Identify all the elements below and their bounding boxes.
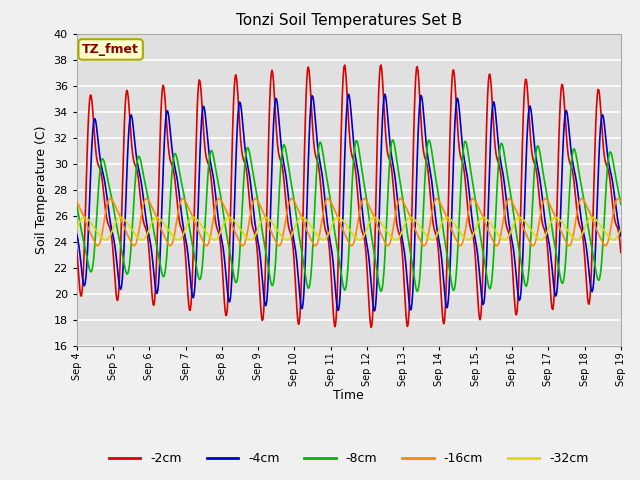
-8cm bbox=[73, 203, 81, 208]
-32cm bbox=[416, 223, 424, 229]
-2cm bbox=[433, 232, 440, 238]
-8cm bbox=[194, 272, 202, 277]
-8cm bbox=[433, 178, 440, 184]
-8cm bbox=[389, 137, 397, 143]
-32cm bbox=[617, 226, 625, 231]
-16cm bbox=[617, 199, 625, 204]
-2cm bbox=[417, 105, 424, 111]
-4cm bbox=[433, 220, 440, 226]
-2cm bbox=[367, 324, 375, 330]
-2cm bbox=[83, 167, 90, 173]
-4cm bbox=[194, 213, 202, 219]
-16cm bbox=[416, 236, 424, 242]
-4cm bbox=[83, 265, 90, 271]
-16cm bbox=[139, 205, 147, 211]
Legend: -2cm, -4cm, -8cm, -16cm, -32cm: -2cm, -4cm, -8cm, -16cm, -32cm bbox=[104, 447, 594, 470]
-8cm bbox=[139, 168, 147, 173]
-8cm bbox=[617, 201, 625, 207]
-16cm bbox=[73, 199, 81, 204]
X-axis label: Time: Time bbox=[333, 389, 364, 402]
Line: -32cm: -32cm bbox=[77, 217, 621, 240]
-4cm bbox=[73, 231, 81, 237]
Line: -8cm: -8cm bbox=[77, 140, 621, 291]
-32cm bbox=[194, 218, 202, 224]
-16cm bbox=[83, 221, 90, 227]
-32cm bbox=[223, 216, 230, 222]
-32cm bbox=[73, 226, 81, 231]
Y-axis label: Soil Temperature (C): Soil Temperature (C) bbox=[35, 125, 48, 254]
-32cm bbox=[83, 216, 90, 221]
-2cm bbox=[617, 250, 625, 255]
Line: -2cm: -2cm bbox=[77, 65, 621, 327]
Line: -16cm: -16cm bbox=[77, 199, 621, 246]
-8cm bbox=[223, 232, 230, 238]
-8cm bbox=[417, 267, 424, 273]
-32cm bbox=[443, 215, 451, 220]
-2cm bbox=[139, 214, 147, 220]
-2cm bbox=[194, 91, 202, 97]
Title: Tonzi Soil Temperatures Set B: Tonzi Soil Temperatures Set B bbox=[236, 13, 462, 28]
-8cm bbox=[413, 288, 421, 294]
-32cm bbox=[431, 235, 439, 240]
-16cm bbox=[456, 243, 464, 249]
-16cm bbox=[223, 210, 231, 216]
-4cm bbox=[139, 189, 147, 195]
Line: -4cm: -4cm bbox=[77, 94, 621, 311]
-4cm bbox=[223, 279, 230, 285]
-16cm bbox=[194, 227, 202, 233]
-4cm bbox=[617, 233, 625, 239]
-4cm bbox=[371, 308, 378, 314]
-8cm bbox=[83, 252, 90, 258]
-2cm bbox=[377, 62, 385, 68]
-4cm bbox=[417, 95, 424, 101]
-32cm bbox=[247, 237, 255, 243]
-32cm bbox=[139, 237, 147, 243]
-4cm bbox=[381, 91, 388, 97]
Text: TZ_fmet: TZ_fmet bbox=[82, 43, 139, 56]
-16cm bbox=[431, 196, 439, 202]
-16cm bbox=[215, 196, 223, 202]
-2cm bbox=[73, 247, 81, 253]
-2cm bbox=[223, 312, 230, 318]
